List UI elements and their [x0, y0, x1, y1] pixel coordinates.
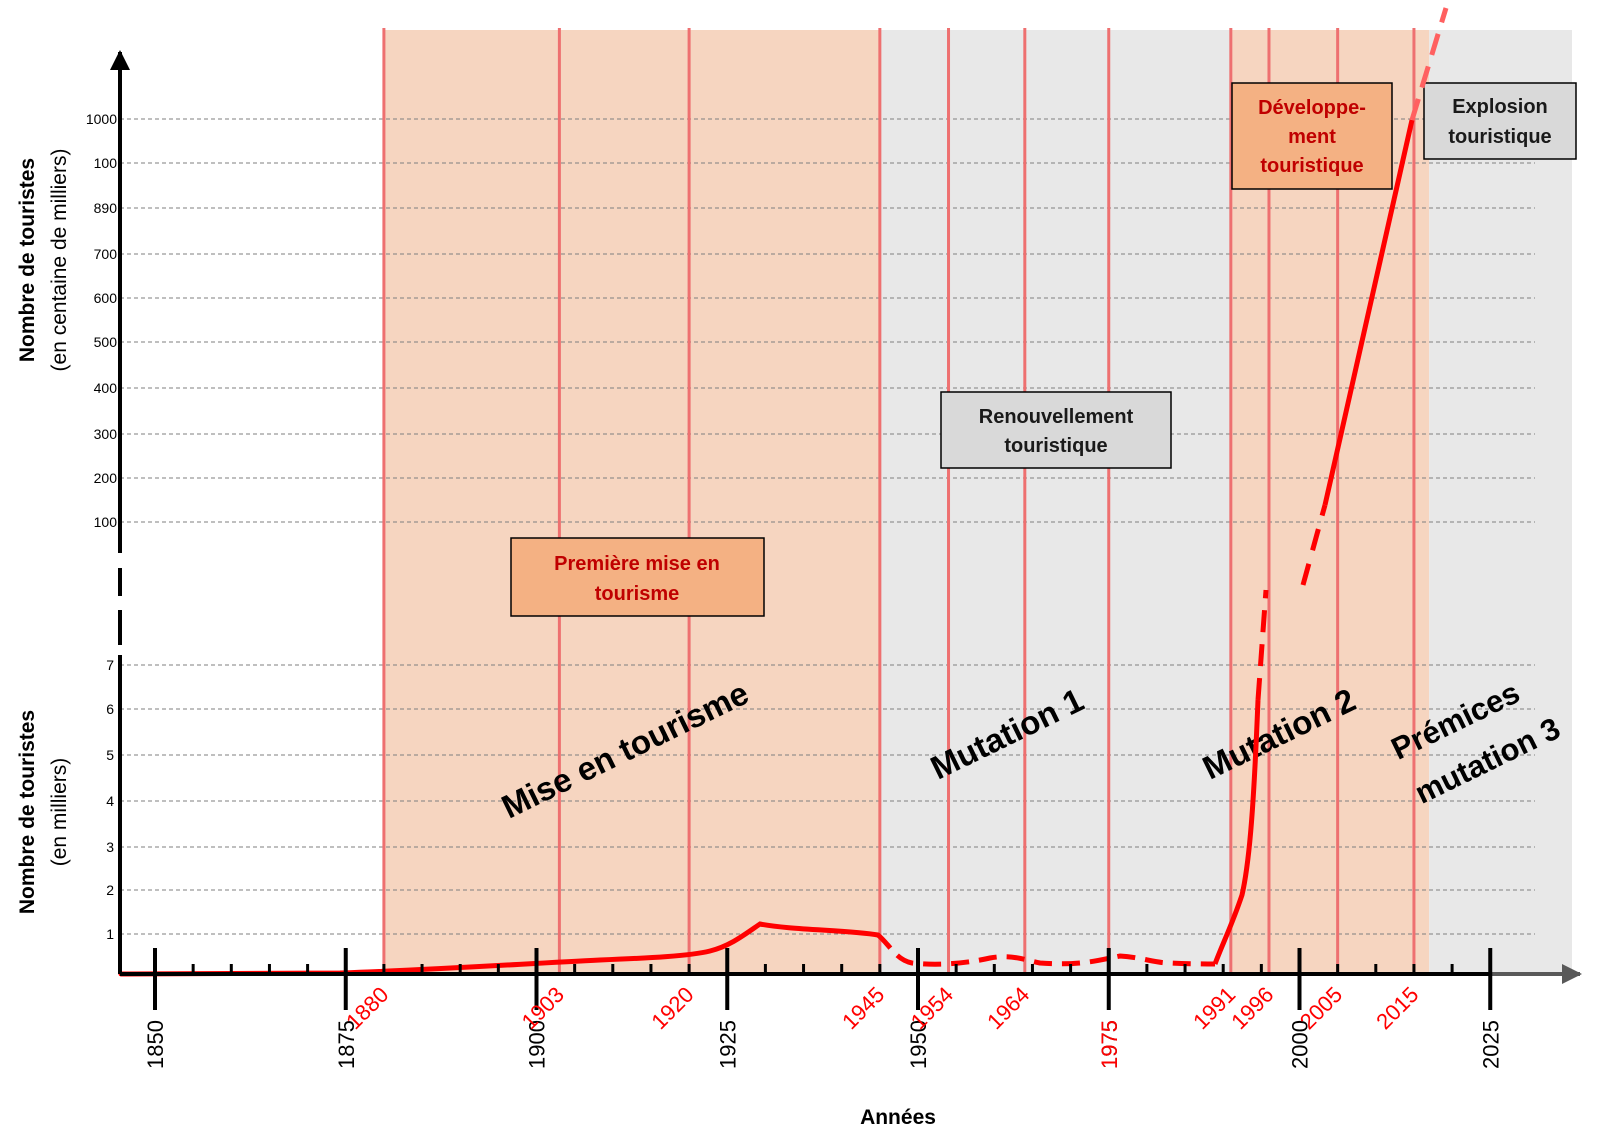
curve-segment-solid-rise: [1212, 699, 1261, 965]
period-band-3: [1429, 30, 1572, 974]
y-upper-label-0: 100: [94, 514, 118, 530]
y-axis-title-lower-line2: (en milliers): [48, 758, 71, 867]
x-major-label-1875: 1875: [334, 1020, 359, 1069]
y-axis-title-lower-line1: Nombre de touristes: [16, 710, 39, 914]
y-upper-label-6: 700: [94, 246, 118, 262]
x-major-label-1975: 1975: [1097, 1020, 1122, 1069]
y-axis-title-lower: Nombre de touristes (en milliers): [16, 710, 71, 914]
tourists-curve: [118, 7, 1449, 977]
x-major-label-1950: 1950: [906, 1020, 931, 1069]
phase-box-explosion-line1: Explosion: [1452, 96, 1548, 118]
phase-box-renouvellement-line1: Renouvellement: [979, 406, 1134, 428]
y-axis-lower-labels: 1 2 3 4 5 6 7: [106, 657, 114, 942]
x-event-label-1945: 1945: [837, 982, 889, 1034]
phase-box-premiere-line2: tourisme: [595, 583, 679, 605]
curve-segment-solid-early: [118, 921, 881, 977]
x-major-label-2025: 2025: [1478, 1020, 1503, 1069]
curve-segment-dashed-mid: [876, 933, 1216, 967]
y-lower-label-5: 6: [106, 701, 114, 717]
phase-box-premiere-mise-en-tourisme: Première mise en tourisme: [510, 537, 765, 617]
x-axis-title: Années: [860, 1106, 936, 1129]
y-lower-label-2: 3: [106, 839, 114, 855]
y-lower-label-1: 2: [106, 882, 114, 898]
curve-segment-dashed-projection: [1409, 7, 1449, 121]
phase-box-explosion: Explosion touristique: [1423, 82, 1577, 160]
y-axis-title-upper: Nombre de touristes (en centaine de mill…: [16, 149, 71, 372]
phase-box-developpement-line2: ment: [1288, 126, 1336, 148]
y-axis-upper-labels: 100 200 300 400 500 600 700 890 100 1000: [86, 111, 117, 530]
y-lower-label-3: 4: [106, 793, 114, 809]
y-upper-label-7: 890: [94, 200, 118, 216]
curve-segment-solid-upper: [1322, 119, 1415, 506]
phase-box-explosion-line2: touristique: [1448, 126, 1551, 148]
y-lower-label-0: 1: [106, 926, 114, 942]
phase-box-developpement: Développe- ment touristique: [1231, 82, 1393, 190]
y-axis-title-upper-line2: (en centaine de milliers): [48, 149, 71, 372]
x-event-label-1996: 1996: [1226, 982, 1278, 1034]
x-event-label-1920: 1920: [646, 982, 698, 1034]
curve-segment-dashed-upper: [1300, 504, 1328, 586]
y-upper-label-8: 100: [94, 155, 118, 171]
period-band-1: [879, 30, 1231, 974]
period-bands: [383, 30, 1572, 974]
x-axis-ticks: [153, 948, 1493, 1010]
curve-segment-dashed-jump: [1255, 589, 1269, 701]
y-upper-label-3: 400: [94, 380, 118, 396]
x-major-label-1900: 1900: [525, 1020, 550, 1069]
period-band-0: [383, 30, 880, 974]
x-event-label-1991: 1991: [1188, 982, 1240, 1034]
x-event-label-1975: 1975: [1097, 1020, 1122, 1069]
y-upper-label-1: 200: [94, 470, 118, 486]
phase-box-developpement-line1: Développe-: [1258, 97, 1366, 119]
event-lines: [382, 28, 1416, 974]
y-upper-label-2: 300: [94, 426, 118, 442]
x-event-label-2015: 2015: [1371, 982, 1423, 1034]
phase-box-renouvellement: Renouvellement touristique: [940, 391, 1172, 469]
phase-box-premiere-line1: Première mise en: [554, 553, 720, 575]
x-event-label-1964: 1964: [982, 982, 1034, 1034]
y-lower-label-4: 5: [106, 747, 114, 763]
y-axis-title-upper-line1: Nombre de touristes: [16, 158, 39, 362]
x-major-label-1850: 1850: [143, 1020, 168, 1069]
x-major-label-2000: 2000: [1288, 1020, 1313, 1069]
x-axis-major-labels: 1850 1875 1900 1925 1950 1975 2000 2025: [143, 1020, 1503, 1069]
phase-box-developpement-line3: touristique: [1260, 155, 1363, 177]
phase-box-renouvellement-line2: touristique: [1004, 435, 1107, 457]
y-lower-label-6: 7: [106, 657, 114, 673]
x-major-label-1925: 1925: [715, 1020, 740, 1069]
y-upper-label-4: 500: [94, 334, 118, 350]
y-upper-label-5: 600: [94, 290, 118, 306]
y-upper-label-9: 1000: [86, 111, 117, 127]
